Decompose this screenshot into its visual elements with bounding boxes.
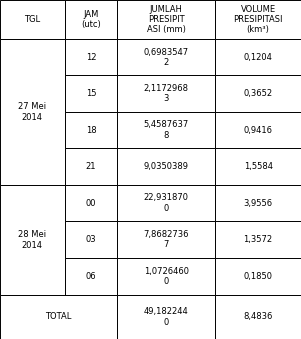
Text: JUMLAH
PRESIPIT
ASI (mm): JUMLAH PRESIPIT ASI (mm): [147, 5, 186, 34]
Bar: [65, 221, 117, 258]
Text: VOLUME
PRESIPITASI
(km³): VOLUME PRESIPITASI (km³): [233, 5, 283, 34]
Bar: [0, 39, 65, 185]
Text: 0,9416: 0,9416: [244, 125, 273, 135]
Bar: [65, 258, 117, 295]
Text: 7,8682736
7: 7,8682736 7: [144, 230, 189, 250]
Text: 06: 06: [86, 272, 96, 281]
Bar: [65, 112, 117, 148]
Bar: [215, 0, 301, 39]
Text: 1,5584: 1,5584: [244, 162, 273, 171]
Bar: [65, 39, 117, 76]
Bar: [117, 148, 215, 185]
Bar: [117, 295, 215, 339]
Bar: [215, 76, 301, 112]
Bar: [117, 221, 215, 258]
Bar: [0, 0, 65, 39]
Bar: [0, 295, 117, 339]
Text: 8,4836: 8,4836: [244, 313, 273, 321]
Text: 0,3652: 0,3652: [244, 89, 273, 98]
Bar: [0, 185, 65, 295]
Bar: [215, 221, 301, 258]
Text: 03: 03: [86, 235, 96, 244]
Bar: [117, 112, 215, 148]
Text: 21: 21: [86, 162, 96, 171]
Bar: [117, 185, 215, 221]
Text: 0,1204: 0,1204: [244, 53, 272, 62]
Text: TGL: TGL: [24, 15, 40, 24]
Bar: [215, 148, 301, 185]
Text: 28 Mei
2014: 28 Mei 2014: [18, 230, 46, 250]
Text: 1,3572: 1,3572: [244, 235, 273, 244]
Bar: [215, 112, 301, 148]
Text: 22,931870
0: 22,931870 0: [144, 193, 189, 213]
Text: 49,182244
0: 49,182244 0: [144, 307, 189, 327]
Text: 15: 15: [86, 89, 96, 98]
Text: 1,0726460
0: 1,0726460 0: [144, 267, 189, 286]
Bar: [117, 39, 215, 76]
Bar: [215, 39, 301, 76]
Text: 0,1850: 0,1850: [244, 272, 273, 281]
Text: 2,1172968
3: 2,1172968 3: [144, 84, 189, 103]
Bar: [117, 0, 215, 39]
Bar: [117, 258, 215, 295]
Text: 0,6983547
2: 0,6983547 2: [144, 47, 189, 67]
Text: TOTAL: TOTAL: [45, 313, 72, 321]
Bar: [215, 258, 301, 295]
Bar: [65, 148, 117, 185]
Text: 5,4587637
8: 5,4587637 8: [144, 120, 189, 140]
Text: 18: 18: [86, 125, 96, 135]
Text: 9,0350389: 9,0350389: [144, 162, 189, 171]
Bar: [65, 0, 117, 39]
Bar: [215, 185, 301, 221]
Text: 3,9556: 3,9556: [244, 199, 273, 207]
Text: 27 Mei
2014: 27 Mei 2014: [18, 102, 46, 122]
Text: JAM
(utc): JAM (utc): [81, 10, 101, 29]
Text: 00: 00: [86, 199, 96, 207]
Text: 12: 12: [86, 53, 96, 62]
Bar: [117, 76, 215, 112]
Bar: [65, 76, 117, 112]
Bar: [215, 295, 301, 339]
Bar: [65, 185, 117, 221]
